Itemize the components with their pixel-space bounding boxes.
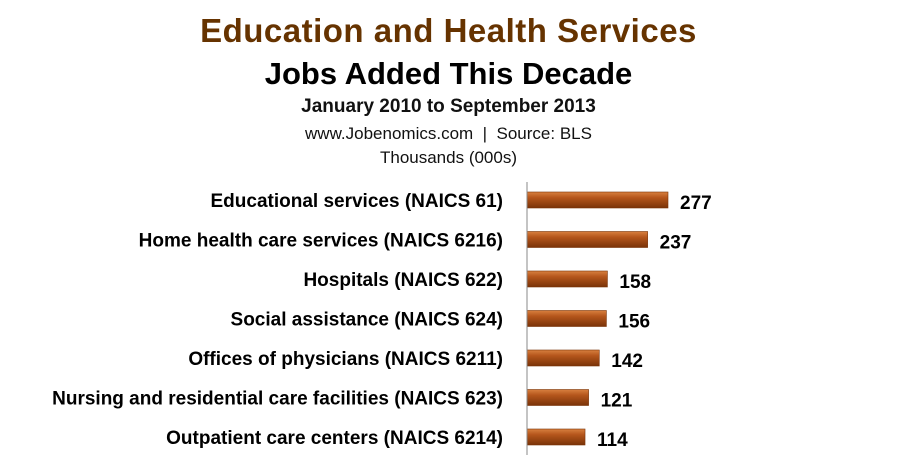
data-label: 277 xyxy=(680,193,712,214)
data-label: 237 xyxy=(660,233,692,254)
data-label: 142 xyxy=(611,351,643,372)
data-label: 114 xyxy=(597,430,628,451)
unit-label: Thousands (000s) xyxy=(379,148,518,167)
bar xyxy=(526,310,607,327)
category-label: Social assistance (NAICS 624) xyxy=(231,310,503,331)
bar xyxy=(526,191,669,209)
bar xyxy=(526,428,586,446)
category-label: Outpatient care centers (NAICS 6214) xyxy=(166,428,503,449)
bar xyxy=(526,389,589,406)
category-label: Educational services (NAICS 61) xyxy=(211,191,504,212)
data-label: 121 xyxy=(601,391,633,412)
category-label: Nursing and residential care facilities … xyxy=(52,389,503,410)
chart-title: Education and Health Services xyxy=(200,12,697,49)
category-label: Hospitals (NAICS 622) xyxy=(303,270,503,291)
category-label: Home health care services (NAICS 6216) xyxy=(139,231,503,252)
category-label: Offices of physicians (NAICS 6211) xyxy=(188,349,503,370)
source-line: www.Jobenomics.com | Source: BLS xyxy=(305,124,592,143)
bar xyxy=(526,349,600,367)
data-label: 158 xyxy=(619,272,651,293)
bar xyxy=(526,231,648,248)
data-label: 156 xyxy=(618,312,650,333)
chart-subtitle: Jobs Added This Decade xyxy=(264,56,633,91)
bar xyxy=(526,270,608,288)
date-range: January 2010 to September 2013 xyxy=(301,96,596,117)
